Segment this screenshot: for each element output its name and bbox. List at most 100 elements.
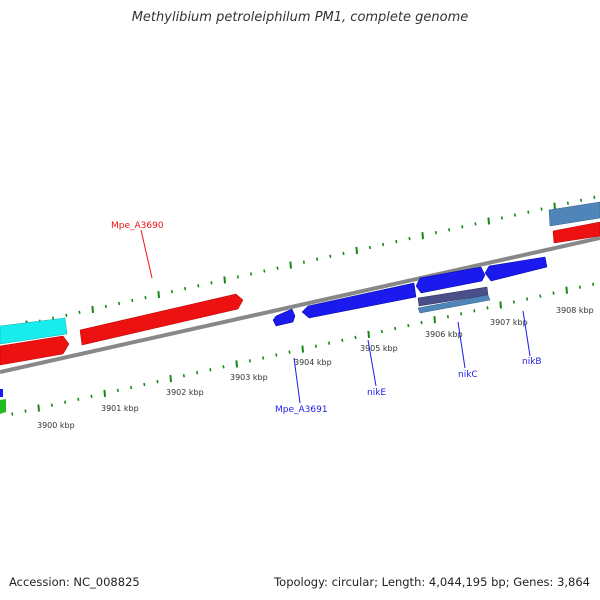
- minor-tick: [24, 409, 27, 413]
- minor-tick: [526, 297, 529, 301]
- gene-cyan-left[interactable]: [0, 317, 68, 345]
- scale-label: 3907 kbp: [490, 318, 528, 327]
- minor-tick: [408, 236, 411, 241]
- gene-small-blue[interactable]: [272, 308, 296, 327]
- leader-mpe-a3690: [140, 229, 153, 279]
- minor-tick: [474, 222, 477, 226]
- gene-red-right[interactable]: [552, 221, 600, 244]
- major-tick: [433, 316, 436, 324]
- gene-labels: Mpe_A3690 Mpe_A3691 nikE nikC nikB: [111, 221, 542, 415]
- gene-mpe-a3691[interactable]: [301, 282, 417, 319]
- minor-tick: [461, 225, 464, 229]
- gene-track: [0, 201, 600, 414]
- minor-tick: [578, 285, 581, 289]
- major-tick: [103, 389, 106, 397]
- scale-label: 3906 kbp: [425, 330, 463, 339]
- gene-label-nikb[interactable]: nikB: [522, 357, 542, 367]
- gene-mpe-a3690[interactable]: [79, 293, 244, 346]
- minor-tick: [64, 400, 67, 404]
- minor-tick: [250, 272, 253, 276]
- major-tick: [223, 276, 226, 284]
- scale-labels: 3900 kbp 3901 kbp 3902 kbp 3903 kbp 3904…: [37, 306, 594, 430]
- minor-tick: [382, 242, 385, 247]
- major-tick: [553, 202, 556, 210]
- minor-tick: [342, 251, 345, 256]
- minor-tick: [593, 195, 596, 199]
- scale-label: 3904 kbp: [294, 358, 332, 367]
- minor-tick: [592, 282, 595, 286]
- minor-tick: [434, 231, 437, 235]
- major-tick: [91, 305, 94, 313]
- gene-green-left[interactable]: [0, 399, 6, 414]
- minor-tick: [446, 315, 449, 319]
- minor-tick: [196, 371, 199, 375]
- minor-tick: [354, 335, 357, 340]
- major-tick: [499, 301, 502, 309]
- minor-tick: [182, 374, 185, 378]
- minor-tick: [407, 323, 410, 328]
- minor-tick: [486, 306, 489, 310]
- minor-tick: [329, 254, 332, 258]
- minor-tick: [276, 266, 279, 270]
- minor-tick: [263, 269, 266, 273]
- minor-tick: [262, 356, 265, 360]
- minor-tick: [116, 388, 119, 393]
- minor-tick: [11, 412, 14, 416]
- minor-tick: [184, 287, 187, 291]
- minor-tick: [78, 310, 81, 314]
- leader-nikc: [457, 321, 466, 369]
- minor-tick: [302, 260, 305, 264]
- leader-mpe-a3691: [293, 357, 301, 404]
- minor-tick: [460, 312, 463, 316]
- genome-backbone: [0, 236, 600, 374]
- scale-label: 3900 kbp: [37, 421, 75, 430]
- minor-tick: [368, 245, 371, 250]
- gene-label-nikc[interactable]: nikC: [458, 370, 478, 380]
- gene-blue-edge[interactable]: [0, 389, 3, 397]
- gene-steel-lower[interactable]: [417, 294, 491, 314]
- minor-tick: [77, 397, 80, 401]
- gene-steel-upper-right[interactable]: [548, 201, 600, 227]
- minor-tick: [473, 309, 476, 313]
- minor-tick: [314, 344, 317, 348]
- major-tick: [169, 375, 172, 383]
- minor-tick: [552, 291, 555, 295]
- minor-tick: [131, 298, 134, 303]
- gene-label-mpe-a3691[interactable]: Mpe_A3691: [275, 405, 328, 415]
- scale-label: 3902 kbp: [166, 388, 204, 397]
- scale-label: 3905 kbp: [360, 344, 398, 353]
- minor-tick: [380, 329, 383, 334]
- major-tick: [355, 246, 358, 254]
- gene-label-nike[interactable]: nikE: [367, 388, 386, 398]
- gene-red-left[interactable]: [0, 335, 70, 366]
- minor-tick: [527, 210, 530, 214]
- minor-tick: [104, 304, 107, 309]
- minor-tick: [580, 198, 583, 202]
- major-tick: [157, 291, 160, 299]
- minor-tick: [50, 403, 53, 407]
- minor-tick: [209, 368, 212, 372]
- genome-stats: Topology: circular; Length: 4,044,195 bp…: [274, 575, 590, 589]
- minor-tick: [222, 365, 225, 369]
- minor-tick: [275, 353, 278, 357]
- minor-tick: [90, 394, 93, 398]
- gene-label-mpe-a3690[interactable]: Mpe_A3690: [111, 221, 164, 231]
- major-tick: [421, 232, 424, 240]
- gene-nikc[interactable]: [484, 256, 548, 282]
- minor-tick: [236, 275, 239, 279]
- minor-tick: [130, 385, 133, 390]
- minor-tick: [144, 295, 147, 300]
- accession-text: Accession: NC_008825: [9, 575, 140, 589]
- minor-tick: [118, 301, 121, 306]
- minor-tick: [143, 382, 146, 387]
- minor-tick: [328, 341, 331, 345]
- minor-tick: [512, 300, 515, 304]
- minor-tick: [288, 350, 291, 354]
- minor-tick: [448, 228, 451, 232]
- minor-tick: [514, 213, 517, 217]
- major-tick: [235, 360, 238, 368]
- gene-nike[interactable]: [415, 266, 486, 294]
- minor-tick: [540, 207, 543, 211]
- major-tick: [37, 404, 40, 412]
